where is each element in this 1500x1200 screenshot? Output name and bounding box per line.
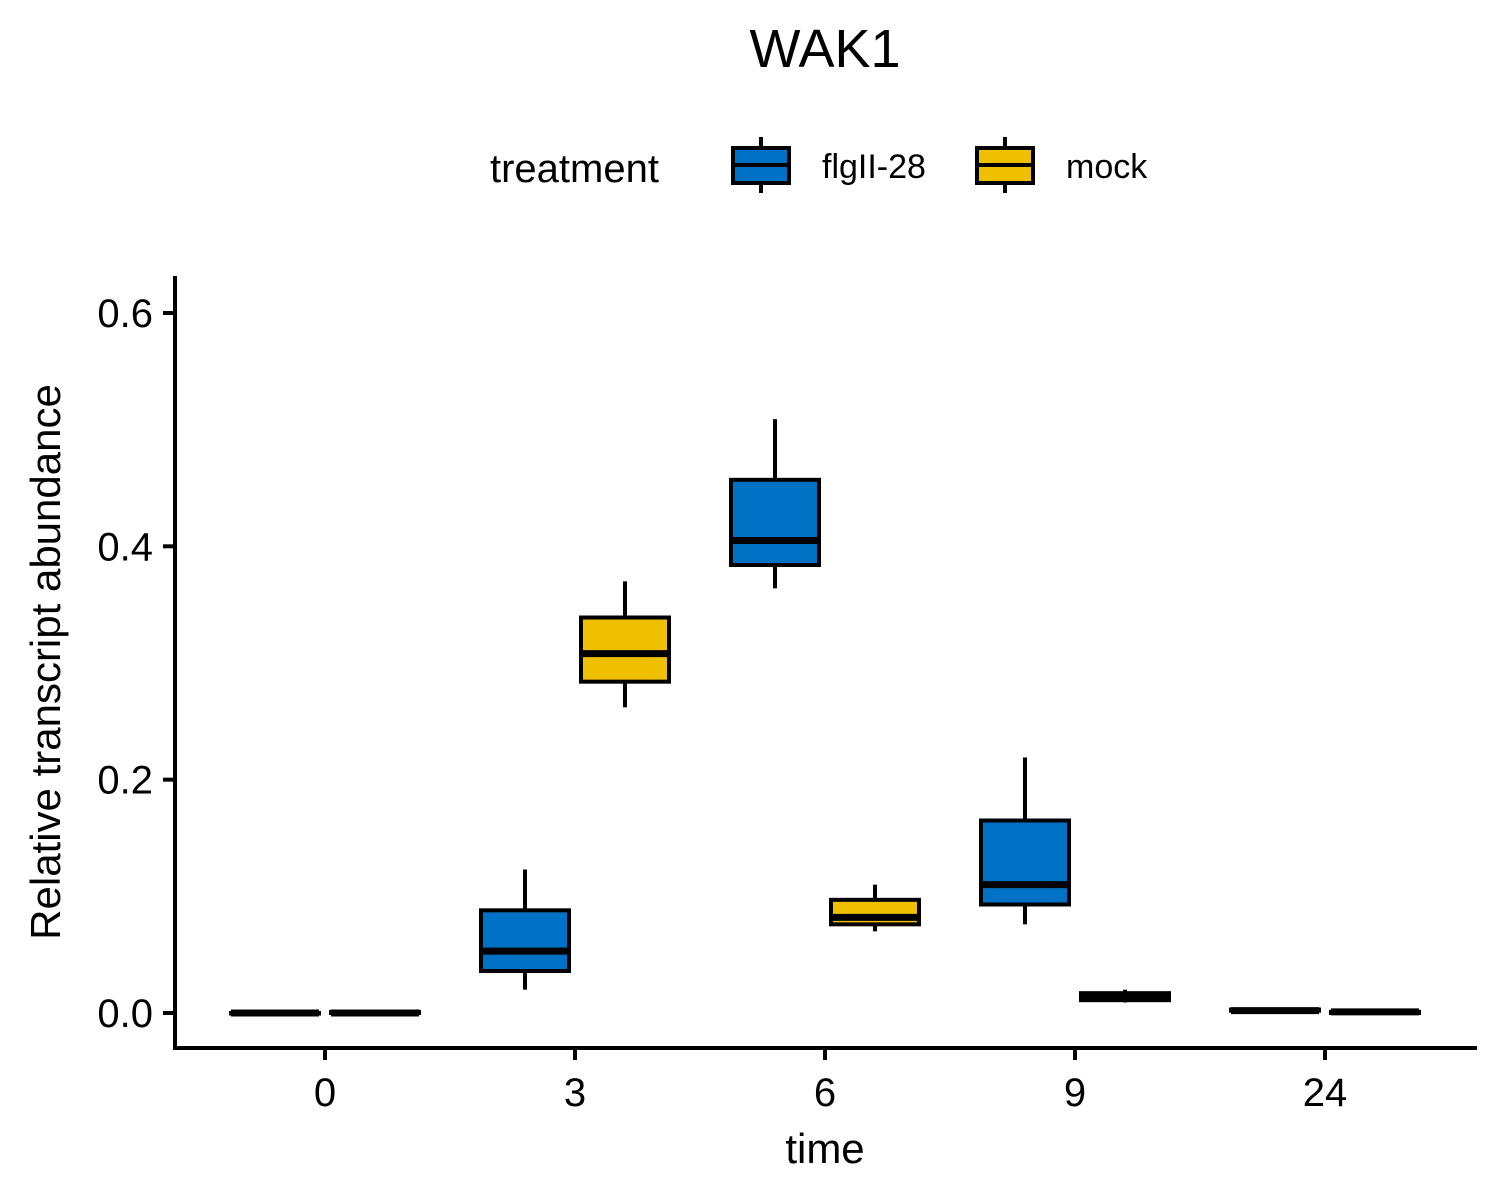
- y-tick-label: 0.2: [97, 759, 153, 803]
- box-mock-9: [1079, 989, 1171, 1003]
- box-flgII-28-3: [479, 869, 571, 990]
- y-tick-label: 0.4: [97, 525, 153, 569]
- box-body: [729, 477, 821, 568]
- x-tick-label: 24: [1303, 1071, 1348, 1115]
- plot-area: [229, 419, 1421, 1017]
- x-tick-label: 6: [814, 1071, 836, 1115]
- legend-items: flgII-28 mock: [731, 137, 1148, 193]
- box-flgII-28-24: [1229, 1007, 1321, 1015]
- y-tick-label: 0.6: [97, 292, 153, 336]
- box-mock-6: [829, 884, 921, 932]
- x-axis-label: time: [785, 1125, 864, 1172]
- box-body: [979, 818, 1071, 907]
- legend-label: mock: [1066, 148, 1148, 186]
- y-tick-label: 0.0: [97, 992, 153, 1036]
- axes: 0.0 0.2 0.4 0.6 0 3 6 9 24: [97, 276, 1477, 1115]
- box-body: [479, 908, 571, 973]
- legend-label: flgII-28: [822, 148, 926, 186]
- legend-item-flgII-28: flgII-28: [731, 137, 926, 193]
- box-flgII-28-6: [729, 419, 821, 589]
- box-flgII-28-0: [229, 1009, 321, 1017]
- x-tick-label: 9: [1064, 1071, 1086, 1115]
- legend: treatment flgII-28 mock: [490, 137, 1148, 193]
- x-tick-label: 0: [314, 1071, 336, 1115]
- box-mock-3: [579, 581, 671, 708]
- y-axis-label: Relative transcript abundance: [22, 384, 69, 940]
- legend-title: treatment: [490, 147, 659, 191]
- box-mock-24: [1329, 1008, 1421, 1016]
- x-tick-label: 3: [564, 1071, 586, 1115]
- box-body: [579, 615, 671, 684]
- legend-item-mock: mock: [975, 137, 1148, 193]
- chart-title: WAK1: [749, 19, 900, 79]
- box-flgII-28-9: [979, 757, 1071, 925]
- box-mock-0: [329, 1009, 421, 1017]
